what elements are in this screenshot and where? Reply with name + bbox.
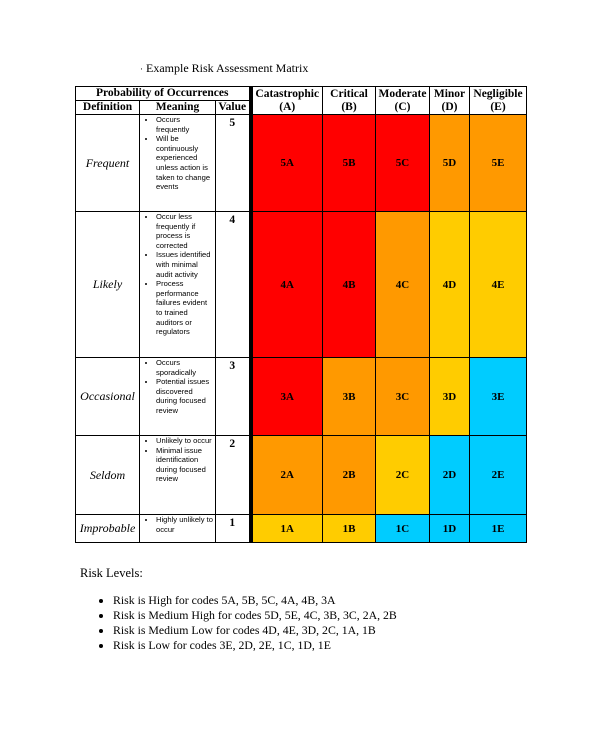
matrix-row-occasional: Occasional Occurs sporadically Potential… — [75, 357, 527, 436]
meaning-item: Occurs frequently — [156, 116, 215, 135]
document-title-text: Example Risk Assessment Matrix — [146, 61, 309, 75]
probability-header: Probability of Occurrences — [75, 86, 253, 101]
risk-cell: 3D — [429, 357, 470, 436]
header-row-2: Definition Meaning Value — [75, 100, 527, 115]
value-header: Value — [215, 100, 253, 115]
severity-name: Minor — [433, 87, 466, 100]
risk-cell: 5A — [250, 114, 323, 212]
risk-cell: 1A — [250, 514, 323, 543]
risk-cell: 2A — [250, 435, 323, 515]
severity-header-d: Minor (D) — [429, 86, 470, 115]
risk-level-item: Risk is Medium Low for codes 4D, 4E, 3D,… — [113, 623, 397, 638]
row-meaning: Occur less frequently if process is corr… — [139, 211, 216, 358]
title-marker: · — [140, 64, 143, 74]
row-definition: Occasional — [75, 357, 140, 436]
risk-cell: 2B — [322, 435, 376, 515]
severity-header-b: Critical (B) — [322, 86, 376, 115]
severity-code: (B) — [341, 100, 357, 113]
risk-level-item: Risk is Medium High for codes 5D, 5E, 4C… — [113, 608, 397, 623]
row-definition: Improbable — [75, 514, 140, 543]
meaning-header: Meaning — [139, 100, 216, 115]
matrix-row-improbable: Improbable Highly unlikely to occur 1 1A… — [75, 514, 527, 543]
risk-cell: 1B — [322, 514, 376, 543]
risk-cell: 3C — [375, 357, 430, 436]
risk-cell: 5B — [322, 114, 376, 212]
meaning-item: Highly unlikely to occur — [156, 516, 215, 535]
row-value: 5 — [215, 114, 253, 212]
meaning-item: Unlikely to occur — [156, 437, 215, 446]
risk-cell: 4C — [375, 211, 430, 358]
severity-header-c: Moderate (C) — [375, 86, 430, 115]
meaning-item: Will be continuously experienced unless … — [156, 134, 215, 192]
risk-matrix-table: Probability of Occurrences Catastrophic(… — [75, 86, 527, 543]
severity-header-e: Negligible (E) — [469, 86, 527, 115]
severity-code: (D) — [441, 100, 458, 113]
row-value: 4 — [215, 211, 253, 358]
meaning-item: Issues identified with minimal audit act… — [156, 250, 215, 279]
risk-cell: 5E — [469, 114, 527, 212]
risk-level-item: Risk is High for codes 5A, 5B, 5C, 4A, 4… — [113, 593, 397, 608]
row-definition: Likely — [75, 211, 140, 358]
severity-code: (E) — [490, 100, 506, 113]
severity-code: (A) — [279, 100, 296, 113]
row-definition: Seldom — [75, 435, 140, 515]
risk-cell: 4E — [469, 211, 527, 358]
matrix-row-frequent: Frequent Occurs frequently Will be conti… — [75, 114, 527, 212]
meaning-item: Minimal issue identification during focu… — [156, 446, 215, 484]
row-value: 3 — [215, 357, 253, 436]
risk-cell: 3A — [250, 357, 323, 436]
risk-cell: 4B — [322, 211, 376, 358]
severity-code: (C) — [394, 100, 411, 113]
risk-level-item: Risk is Low for codes 3E, 2D, 2E, 1C, 1D… — [113, 638, 397, 653]
severity-name: Moderate — [378, 87, 427, 100]
severity-name: Catastrophic — [255, 87, 320, 100]
row-value: 1 — [215, 514, 253, 543]
risk-cell: 2D — [429, 435, 470, 515]
risk-cell: 3E — [469, 357, 527, 436]
meaning-item: Occur less frequently if process is corr… — [156, 213, 215, 251]
document-title: · Example Risk Assessment Matrix — [140, 61, 308, 76]
severity-name: Critical — [330, 87, 368, 100]
risk-levels-title: Risk Levels: — [80, 566, 143, 580]
risk-cell: 1C — [375, 514, 430, 543]
risk-cell: 2C — [375, 435, 430, 515]
row-definition: Frequent — [75, 114, 140, 212]
risk-cell: 5D — [429, 114, 470, 212]
risk-cell: 3B — [322, 357, 376, 436]
severity-header-a: Catastrophic (A) — [250, 86, 323, 115]
row-meaning: Highly unlikely to occur — [139, 514, 216, 543]
risk-levels-list: Risk is High for codes 5A, 5B, 5C, 4A, 4… — [96, 593, 397, 653]
risk-cell: 4D — [429, 211, 470, 358]
row-meaning: Unlikely to occur Minimal issue identifi… — [139, 435, 216, 515]
risk-cell: 4A — [250, 211, 323, 358]
meaning-item: Potential issues discovered during focus… — [156, 377, 215, 415]
meaning-item: Occurs sporadically — [156, 359, 215, 378]
severity-name: Negligible — [473, 87, 523, 100]
risk-cell: 2E — [469, 435, 527, 515]
matrix-row-likely: Likely Occur less frequently if process … — [75, 211, 527, 358]
row-meaning: Occurs frequently Will be continuously e… — [139, 114, 216, 212]
header-row-1: Probability of Occurrences Catastrophic(… — [75, 86, 527, 115]
definition-header: Definition — [75, 100, 140, 115]
meaning-item: Process performance failures evident to … — [156, 279, 215, 337]
risk-cell: 1E — [469, 514, 527, 543]
matrix-row-seldom: Seldom Unlikely to occur Minimal issue i… — [75, 435, 527, 515]
row-value: 2 — [215, 435, 253, 515]
risk-cell: 1D — [429, 514, 470, 543]
row-meaning: Occurs sporadically Potential issues dis… — [139, 357, 216, 436]
risk-cell: 5C — [375, 114, 430, 212]
